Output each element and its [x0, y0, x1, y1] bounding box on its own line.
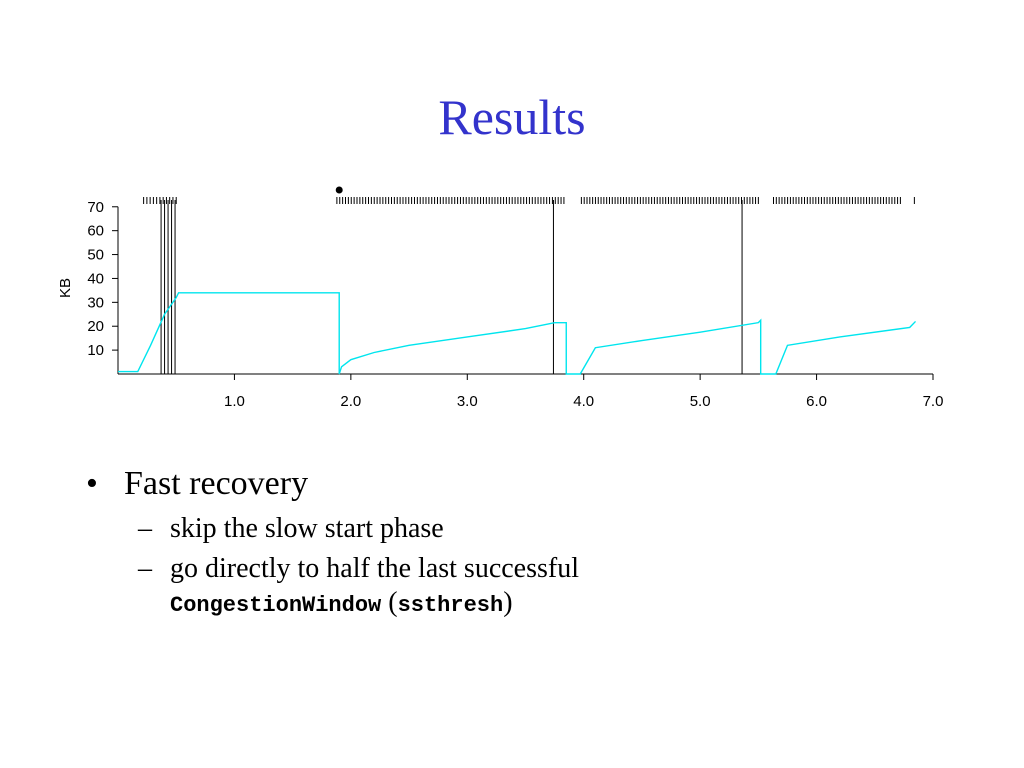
- code-term: CongestionWindow: [170, 593, 382, 618]
- congestion-window-line: [118, 292, 917, 375]
- text-run: go directly to half the last successful: [170, 553, 579, 584]
- sub-bullet-item: – go directly to half the last successful…: [138, 552, 579, 623]
- x-tick-label: 4.0: [573, 393, 594, 410]
- x-tick-label: 5.0: [690, 393, 711, 410]
- x-tick-label: 1.0: [224, 393, 245, 410]
- text-run: (: [381, 587, 398, 618]
- sub-bullet-marker: –: [138, 513, 152, 544]
- text-run: ): [503, 587, 513, 618]
- sub-bullet-marker: –: [138, 553, 152, 584]
- x-tick-label: 7.0: [923, 393, 944, 410]
- code-term: ssthresh: [397, 593, 504, 618]
- y-axis-label: KB: [57, 278, 74, 298]
- x-tick-label: 3.0: [457, 393, 478, 410]
- timeout-marker-dot: [335, 186, 343, 194]
- y-tick-label: 10: [87, 342, 104, 359]
- bullet-marker: •: [86, 465, 98, 502]
- bullet-item: • Fast recovery: [86, 462, 579, 506]
- y-tick-label: 20: [87, 318, 104, 335]
- chart-events: [160, 200, 743, 374]
- bullet-text: Fast recovery: [124, 465, 309, 502]
- bullet-list: • Fast recovery – skip the slow start phase…: [86, 462, 579, 623]
- sub-bullet-text: skip the slow start phase: [170, 512, 444, 546]
- y-tick-label: 60: [87, 223, 104, 240]
- chart-packet-ticks: [143, 186, 915, 204]
- y-tick-label: 50: [87, 247, 104, 264]
- slide-title: Results: [438, 89, 586, 145]
- y-tick-label: 70: [87, 199, 104, 216]
- x-tick-label: 6.0: [806, 393, 827, 410]
- y-tick-label: 30: [87, 294, 104, 311]
- chart-axes: 1.0 2.0 3.0 4.0 5.0 6.0 7.0 10 20 30 40 50 60 70 KB: [57, 199, 943, 410]
- chart-series: [118, 292, 917, 375]
- text-run: skip the slow start phase: [170, 513, 444, 544]
- x-tick-label: 2.0: [340, 393, 361, 410]
- y-tick-label: 40: [87, 270, 104, 287]
- sub-bullet-item: – skip the slow start phase: [138, 512, 579, 546]
- congestion-window-chart: 1.0 2.0 3.0 4.0 5.0 6.0 7.0 10 20 30 40 50 60 70 KB: [57, 186, 943, 410]
- sub-bullet-text: go directly to half the last successful C…: [170, 552, 579, 623]
